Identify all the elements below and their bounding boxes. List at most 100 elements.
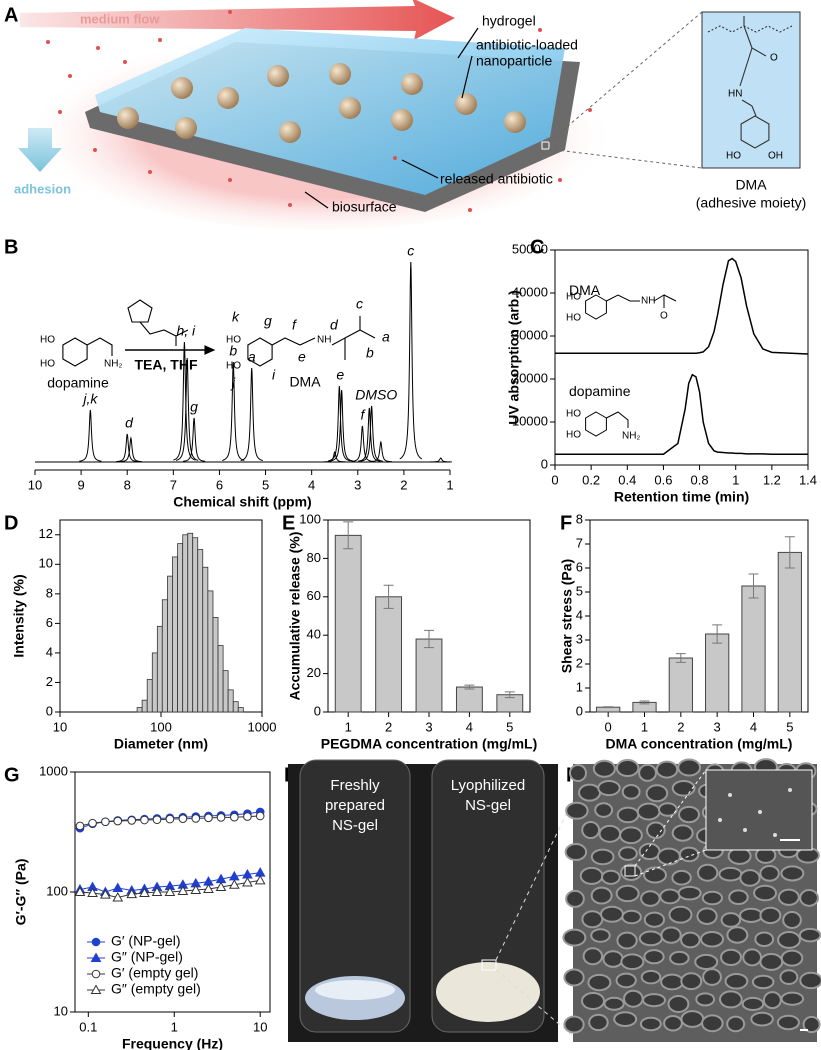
y-tick-label: 0 [541, 456, 548, 471]
x-tick-label: 2 [400, 477, 407, 492]
zoom-line [634, 769, 707, 867]
marker [74, 886, 86, 896]
x-tick-label: 6 [216, 477, 223, 492]
x-tick-label: 0.8 [691, 472, 709, 487]
moiety-name: DMA [735, 177, 767, 193]
pore [677, 758, 702, 777]
chart: 10 9 8 7 6 5 4 3 2 1 Chemical shift (ppm) j,k d h, i g… [28, 243, 454, 510]
marker [88, 818, 97, 828]
pore [623, 989, 644, 1008]
nanoparticle-label: antibiotic-loaded [476, 37, 578, 53]
pore [799, 889, 819, 907]
y-axis-title: Accumulative release (%) [287, 532, 303, 701]
pore [643, 911, 666, 928]
antibiotic-dots-part [46, 40, 50, 44]
peak [351, 425, 374, 462]
y-tick-label: 8 [46, 585, 53, 600]
hist-bar [187, 532, 194, 713]
hist-bar [217, 645, 224, 713]
x-axis-title: Frequency (Hz) [122, 1036, 223, 1050]
flow-label: medium flow [80, 11, 160, 26]
marker [152, 815, 162, 825]
pore [739, 907, 764, 923]
x-tick-label: 5 [262, 477, 269, 492]
marker [112, 882, 124, 892]
pore [582, 947, 604, 966]
particle [743, 828, 747, 832]
pore [759, 953, 784, 971]
pore [700, 930, 725, 948]
x-tick-label: 0.4 [618, 472, 636, 487]
x-tick-label: 100 [150, 719, 172, 734]
antibiotic-dots-part [228, 178, 232, 182]
moiety-structure-part [751, 105, 757, 117]
pore [762, 991, 782, 1010]
reaction-structures-part [344, 316, 361, 339]
marker [113, 816, 123, 826]
pore [645, 784, 669, 803]
atom-label: HO [566, 430, 581, 441]
pore [798, 927, 821, 943]
x-tick-label: 1 [171, 1019, 178, 1034]
x-tick-label: 3 [425, 719, 432, 734]
nanoparticles-part [217, 87, 239, 109]
x-tick-label: 1 [732, 472, 739, 487]
x-tick-label: 0.2 [582, 472, 600, 487]
marker [230, 812, 239, 822]
marker [140, 815, 149, 825]
panel-label: C [530, 236, 544, 258]
y-tick-label: 20000 [512, 370, 548, 385]
panel-label: G [4, 764, 20, 786]
moiety-structure-part [741, 99, 753, 107]
x-tick-label: 0 [605, 719, 612, 734]
series-line [555, 257, 809, 355]
pore [656, 847, 681, 866]
photo-label: Freshly [330, 777, 380, 794]
pore [621, 784, 641, 800]
bar [375, 596, 403, 713]
y-tick-label: 6 [46, 615, 53, 630]
pore [590, 928, 611, 943]
pore [660, 926, 682, 944]
atom-label: HO [566, 313, 581, 324]
y-tick-label: 30000 [512, 327, 548, 342]
marker [165, 814, 175, 824]
pointer-lines-part [304, 191, 329, 209]
pore [677, 885, 702, 901]
pore [663, 1014, 683, 1032]
atom-label: OH [768, 151, 783, 162]
y-tick-label: 80 [307, 550, 321, 565]
marker [151, 886, 163, 896]
particle [788, 788, 792, 792]
pore [777, 888, 800, 906]
pointer-lines-part [461, 55, 473, 99]
pore [594, 802, 614, 818]
hist-bar [161, 599, 168, 713]
pore [602, 950, 624, 968]
photo-label: Lyophilized [451, 777, 526, 794]
reaction-structures-part [86, 337, 113, 356]
site-label: f [292, 317, 298, 333]
photo: Freshly prepared NS-gel Lyophilized NS-g… [288, 759, 574, 1042]
site-label: e [298, 349, 306, 365]
hist-bar [177, 543, 184, 713]
pore [802, 1015, 821, 1034]
peak-label: f [360, 407, 366, 423]
antibiotic-dots [46, 10, 592, 212]
marker [242, 876, 253, 887]
y-tick-label: 40000 [512, 284, 548, 299]
peak [119, 436, 143, 463]
panel-label: E [282, 512, 295, 534]
series-line [555, 373, 808, 455]
antibiotic-dots-part [228, 10, 232, 14]
pore [618, 846, 638, 861]
y-tick-label: 0 [314, 703, 321, 718]
pore [565, 801, 589, 820]
hist-bar [141, 699, 148, 713]
pore [643, 866, 667, 884]
marker [87, 887, 98, 898]
zoom-line [634, 849, 707, 877]
marker [203, 883, 214, 893]
marker [112, 891, 124, 902]
pore [782, 911, 802, 929]
